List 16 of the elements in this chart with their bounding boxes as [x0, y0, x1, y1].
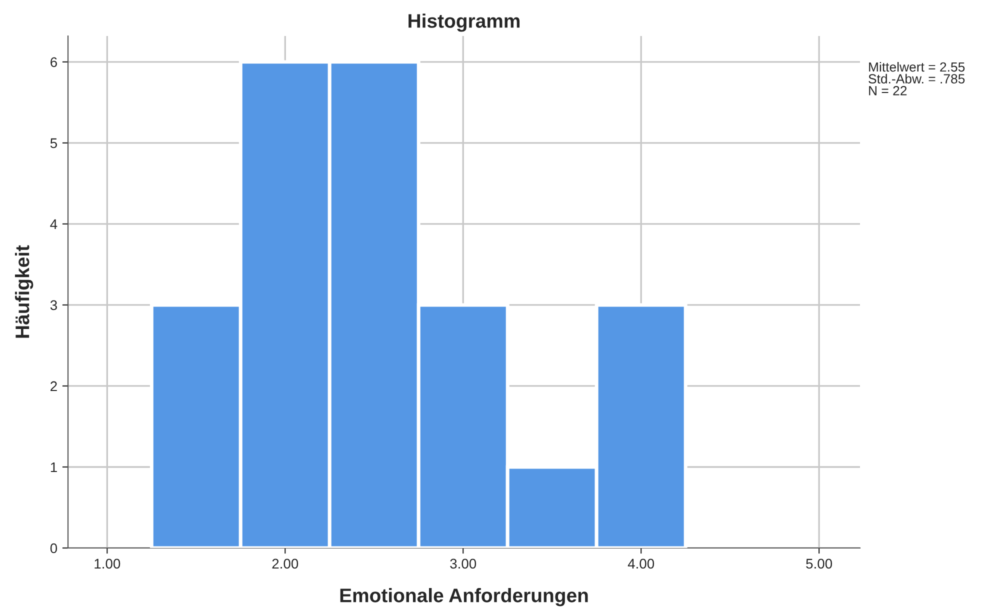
- text: Mittelwert = 2.55 Std.-Abw. = .785 N = 22: [868, 62, 965, 96]
- y-tick-label: 3: [50, 300, 57, 310]
- x-tick-label: 1.00: [94, 558, 120, 569]
- x-tick-label: 4.00: [628, 558, 654, 569]
- x-tick-label: 5.00: [806, 558, 832, 569]
- x-tick-label: 3.00: [450, 558, 476, 569]
- y-tick-label: 2: [50, 381, 57, 392]
- y-tick-label: 1: [50, 462, 57, 472]
- chart-title: Histogramm: [408, 14, 520, 32]
- y-axis-title: Häufigkeit: [14, 245, 34, 338]
- y-tick-label: 4: [50, 219, 58, 229]
- y-tick-label: 5: [50, 138, 57, 148]
- y-tick-label: 6: [50, 57, 57, 68]
- x-axis-title: Emotionale Anforderungen: [340, 588, 588, 606]
- x-tick-label: 2.00: [272, 558, 298, 569]
- y-tick-label: 0: [50, 543, 58, 554]
